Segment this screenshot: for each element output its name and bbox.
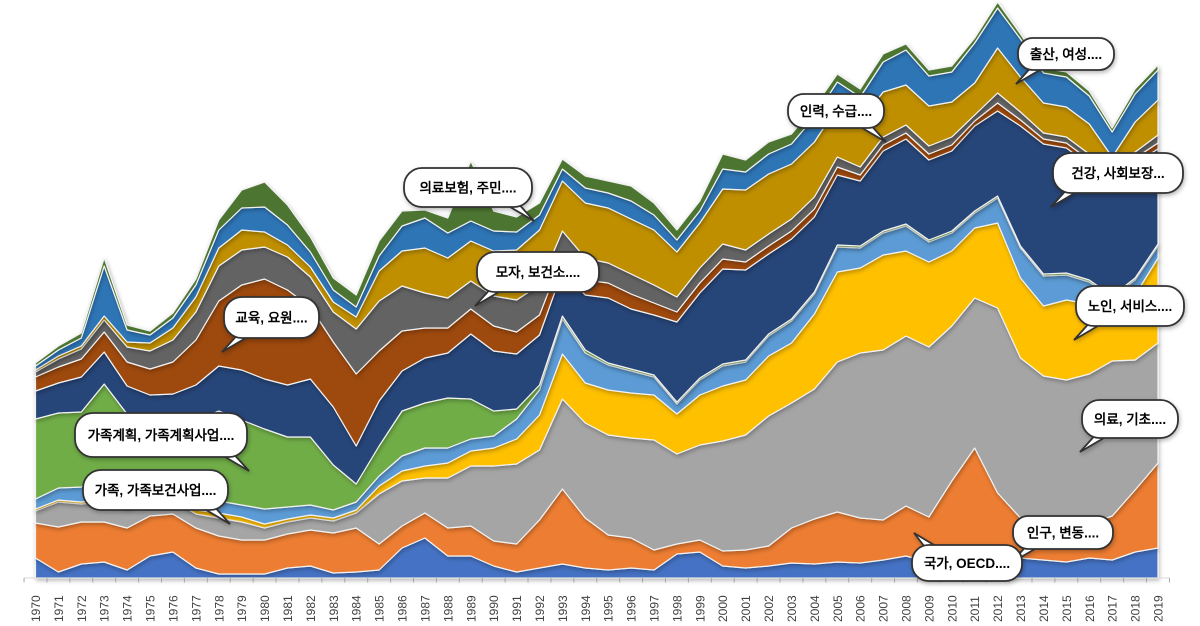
x-axis-label-1988: 1988 [441,595,455,622]
callout-moja-bogeonso: 모자, 보건소.... [474,251,600,307]
x-axis-label-2004: 2004 [808,595,822,622]
x-axis-label-2009: 2009 [922,595,936,622]
callout-gukga-oecd: 국가, OECD.... [911,532,1023,582]
callout-label: 건강, 사회보장... [1071,165,1164,181]
x-axis-label-2010: 2010 [945,595,959,622]
callout-bubble [1075,285,1185,327]
callout-bubble [1017,37,1115,71]
x-axis-label-1974: 1974 [121,595,135,622]
callout-label: 모자, 보건소.... [496,264,581,280]
callout-label: 교육, 요원.... [235,310,307,325]
callout-bubble [1081,399,1179,439]
callout-chulsan-yeoseong: 출산, 여성.... [1015,37,1115,85]
x-axis-label-2014: 2014 [1037,595,1051,622]
callout-noin-service: 노인, 서비스.... [1073,285,1185,341]
callout-uiryo-gicho: 의료, 기초.... [1079,399,1179,453]
x-axis-label-1979: 1979 [235,595,249,622]
callout-geongang-sahoebojang: 건강, 사회보장... [1050,152,1184,208]
callout-gyoyuk-yowon: 교육, 요원.... [221,296,320,353]
x-axis-label-1973: 1973 [98,595,112,622]
x-axis-label-1976: 1976 [166,595,180,622]
callout-bubble [911,544,1023,582]
x-axis-label-2017: 2017 [1106,595,1120,622]
x-axis-label-2006: 2006 [854,595,868,622]
x-axis-label-2008: 2008 [900,595,914,622]
x-axis-label-1984: 1984 [350,595,364,622]
x-axis-label-2013: 2013 [1014,595,1028,622]
x-axis-label-1990: 1990 [487,595,501,622]
callout-uiryoboheom-jumin: 의료보험, 주민.... [403,167,535,222]
x-axis-label-1975: 1975 [144,595,158,622]
x-axis-label-1970: 1970 [29,595,43,622]
callout-label: 가족, 가족보건사업.... [95,482,217,498]
x-axis-label-1978: 1978 [212,595,226,622]
x-axis-label-2002: 2002 [762,595,776,622]
x-axis-label-2012: 2012 [991,595,1005,622]
callout-gajok-bogeon: 가족, 가족보건사업.... [82,469,231,525]
callout-annotations: 출산, 여성.... 인력, 수급.... 의료보험, 주민.... 건강, 사회보장… [74,37,1185,582]
x-axis-label-1992: 1992 [533,595,547,622]
callout-bubble [82,469,229,511]
callout-bubble [476,251,600,293]
callout-bubble [403,167,533,208]
x-axis-label-1987: 1987 [418,595,432,622]
x-axis-label-1983: 1983 [327,595,341,622]
callout-label: 가족계획, 가족계획사업.... [88,427,235,443]
x-axis-label-1991: 1991 [510,595,524,622]
x-axis-label-1982: 1982 [304,595,318,622]
x-axis-label-2019: 2019 [1152,595,1166,622]
x-axis-label-1977: 1977 [189,595,203,622]
area-chulsan-yeoseong [34,1,1159,367]
x-axis-label-2007: 2007 [877,595,891,622]
callout-gajok-gyehoek: 가족계획, 가족계획사업.... [74,412,250,472]
x-axis-label-2015: 2015 [1060,595,1074,622]
callout-bubble [1012,515,1114,550]
x-axis-label-1989: 1989 [464,595,478,622]
x-axis-label-1999: 1999 [693,595,707,622]
x-axis-label-1994: 1994 [579,595,593,622]
callout-label: 인구, 변동.... [1027,524,1099,540]
x-axis-label-2003: 2003 [785,595,799,622]
x-axis-label-2018: 2018 [1129,595,1143,622]
x-axis-label-1972: 1972 [75,595,89,622]
x-axis-label-2000: 2000 [716,595,730,622]
x-axis-label-2011: 2011 [968,596,982,622]
callout-bubble [74,412,248,458]
x-axis-label-1996: 1996 [625,595,639,622]
x-axis-label-1981: 1981 [281,595,295,622]
callout-label: 의료, 기초.... [1094,411,1166,427]
x-axis-label-1995: 1995 [602,595,616,622]
callout-label: 인력, 수급.... [800,103,872,119]
callout-label: 출산, 여성.... [1030,46,1102,62]
callout-bubble [223,296,320,339]
callout-label: 의료보험, 주민.... [419,179,516,195]
x-axis-label-1971: 1971 [52,595,66,622]
callout-bubble [787,93,885,129]
x-axis-label-1993: 1993 [556,595,570,622]
callout-label: 노인, 서비스.... [1088,298,1173,314]
x-axis-label-2005: 2005 [831,595,845,622]
x-axis-label-2001: 2001 [739,595,753,622]
x-axis-labels: 1970 1971 1972 1973 1974 1975 1976 1977 1978 1979… [29,595,1166,622]
callout-inryeok-sugeup: 인력, 수급.... [787,93,887,143]
callout-label: 국가, OECD.... [924,556,1010,571]
x-axis-label-1998: 1998 [670,595,684,622]
x-axis-label-1985: 1985 [373,595,387,622]
callout-bubble [1052,152,1184,194]
x-axis-label-1986: 1986 [396,595,410,622]
x-axis-label-1980: 1980 [258,595,272,622]
x-axis-label-2016: 2016 [1083,595,1097,622]
x-axis-label-1997: 1997 [648,595,662,622]
